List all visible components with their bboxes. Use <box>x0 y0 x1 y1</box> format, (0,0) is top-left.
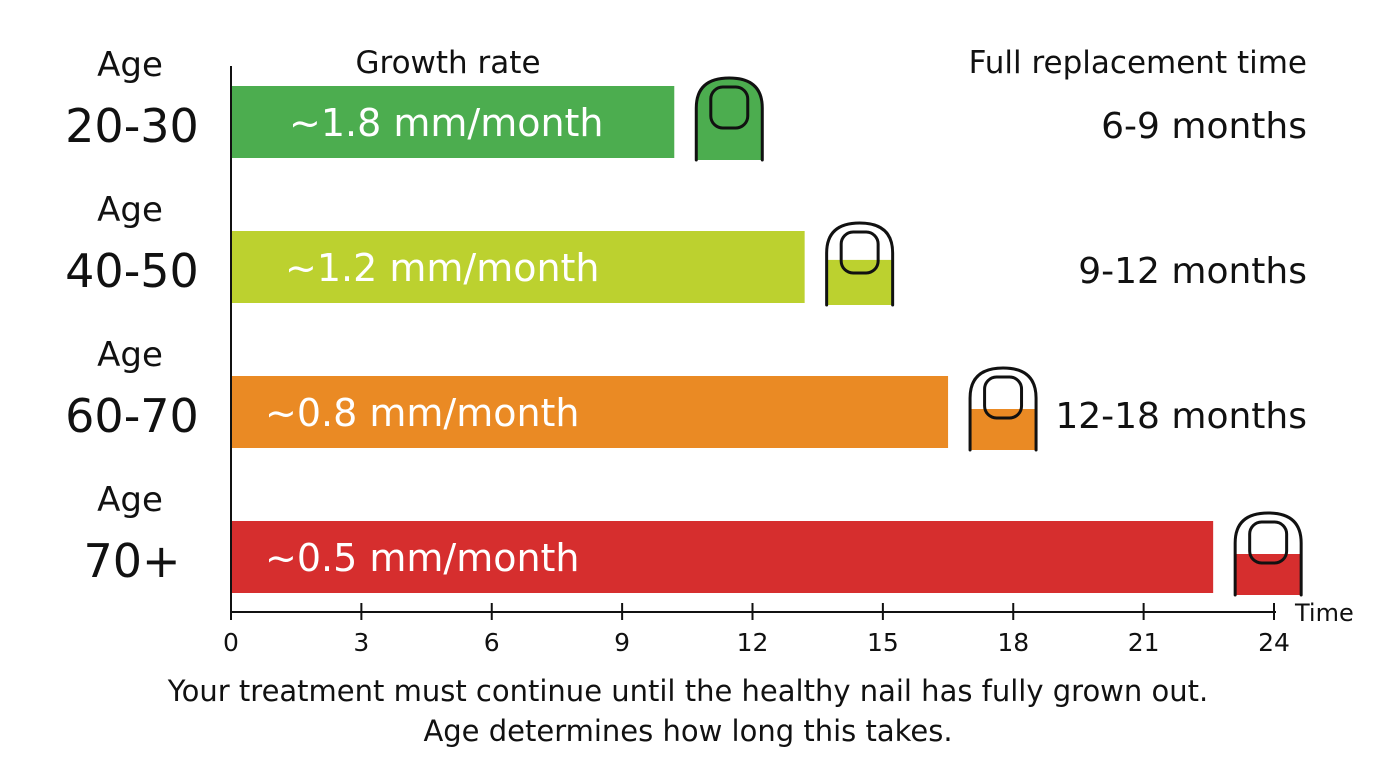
replacement-time-header: Full replacement time <box>969 45 1307 81</box>
growth-rate-label: ~1.8 mm/month <box>289 101 604 145</box>
x-tick-label: 12 <box>737 628 769 657</box>
age-range-label: 60-70 <box>65 389 199 443</box>
caption-line-2: Age determines how long this takes. <box>423 714 953 748</box>
bar <box>231 376 949 448</box>
age-label: Age <box>97 335 163 375</box>
growth-rate-label: ~0.8 mm/month <box>265 391 580 435</box>
age-row: Age 40-50 ~1.2 mm/month 9-12 months <box>65 190 1307 307</box>
finger-outline <box>694 76 764 162</box>
x-axis-label: Time <box>1294 599 1354 627</box>
age-row: Age 70+ ~0.5 mm/month <box>83 480 1303 597</box>
nail-bed-outline <box>1248 520 1289 565</box>
x-tick-label: 3 <box>353 628 369 657</box>
age-range-label: 20-30 <box>65 99 199 153</box>
finger-outline <box>825 221 895 307</box>
nail-fill <box>826 259 893 305</box>
age-row: Age 20-30 ~1.8 mm/month 6-9 months <box>65 45 1307 162</box>
nail-fill <box>1235 554 1302 595</box>
nail-bed-outline <box>983 375 1024 420</box>
nail-fill <box>970 409 1037 450</box>
nail-icon <box>968 366 1038 452</box>
x-tick-label: 21 <box>1128 628 1160 657</box>
x-tick-label: 24 <box>1258 628 1290 657</box>
age-label: Age <box>97 190 163 230</box>
bar <box>231 86 675 158</box>
x-tick-label: 18 <box>997 628 1029 657</box>
replacement-time-label: 9-12 months <box>1078 251 1307 292</box>
x-tick-label: 15 <box>867 628 899 657</box>
x-tick-label: 0 <box>223 628 239 657</box>
age-range-label: 40-50 <box>65 244 199 298</box>
caption-line-1: Your treatment must continue until the h… <box>167 674 1209 708</box>
finger-outline <box>1233 511 1303 597</box>
nail-bed-outline <box>839 230 880 275</box>
growth-rate-label: ~1.2 mm/month <box>285 246 600 290</box>
nail-bed-outline <box>709 85 750 130</box>
replacement-time-label: 6-9 months <box>1101 106 1307 147</box>
nail-fill <box>696 78 763 160</box>
nail-icon <box>1233 511 1303 597</box>
nail-icon <box>694 76 764 162</box>
age-label: Age <box>97 480 163 520</box>
x-tick-label: 9 <box>614 628 630 657</box>
finger-outline <box>968 366 1038 452</box>
age-label: Age <box>97 45 163 85</box>
growth-rate-label: ~0.5 mm/month <box>265 536 580 580</box>
growth-rate-header: Growth rate <box>355 45 540 81</box>
bar <box>231 231 805 303</box>
bar <box>231 521 1214 593</box>
age-range-label: 70+ <box>83 534 180 588</box>
nail-icon <box>825 221 895 307</box>
age-row: Age 60-70 ~0.8 mm/month 12-18 months <box>65 335 1307 452</box>
replacement-time-label: 12-18 months <box>1055 396 1307 437</box>
x-tick-label: 6 <box>484 628 500 657</box>
